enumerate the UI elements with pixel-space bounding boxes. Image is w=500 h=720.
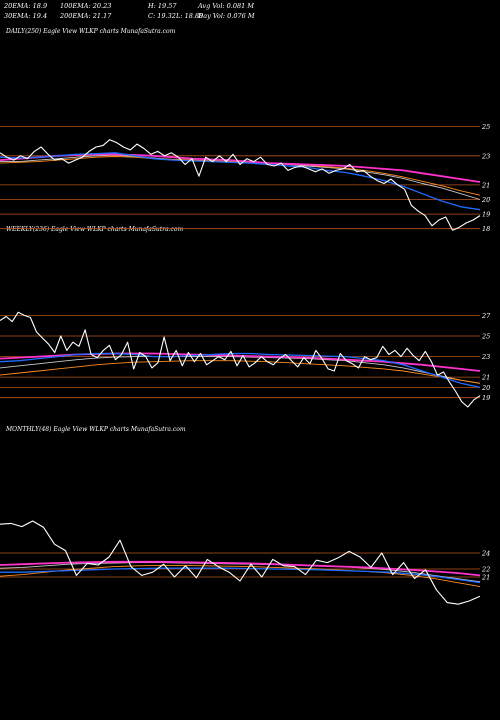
header-high: H: 19.57: [148, 2, 177, 10]
monthly-series-ema-short: [0, 567, 481, 584]
daily-ytick-label: 25: [481, 123, 490, 131]
daily-series-ema-long: [0, 153, 481, 183]
weekly-ytick-label: 25: [481, 333, 490, 341]
daily-series-ema-short: [0, 152, 481, 211]
weekly-series-ema-mid: [0, 356, 481, 384]
daily-ytick-label: 21: [481, 181, 490, 189]
weekly-series-ema-long: [0, 352, 481, 372]
monthly-series-price: [0, 520, 481, 605]
weekly-chart-title: WEEKLY(236) Eagle View WLKP charts Munaf…: [6, 226, 184, 233]
daily-chart-title: DAILY(250) Eagle View WLKP charts Munafa…: [6, 28, 176, 35]
weekly-ytick-label: 19: [482, 394, 490, 402]
daily-ytick-label: 20: [481, 196, 490, 204]
header-ema200: 200EMA: 21.17: [60, 12, 112, 20]
weekly-ytick-label: 20: [481, 384, 490, 392]
daily-ytick-label: 18: [482, 225, 490, 233]
header-low: L: 18.88: [176, 12, 204, 20]
monthly-ytick-label: 24: [481, 550, 490, 558]
header-ema100: 100EMA: 20.23: [60, 2, 112, 10]
header-avg-vol: Avg Vol: 0.081 M: [198, 2, 255, 10]
weekly-series-ema-short: [0, 352, 481, 389]
header-day-vol: Day Vol: 0.076 M: [198, 12, 255, 20]
weekly-series-price: [0, 311, 481, 408]
monthly-series-ema-long: [0, 560, 481, 577]
daily-series-price: [0, 139, 481, 231]
monthly-chart-title: MONTHLY(48) Eagle View WLKP charts Munaf…: [6, 426, 186, 433]
weekly-ytick-label: 27: [481, 312, 491, 320]
weekly-ytick-label: 23: [481, 353, 490, 361]
header-ema30: 30EMA: 19.4: [4, 12, 48, 20]
monthly-ytick-label: 22: [481, 566, 490, 574]
monthly-ytick-label: 21: [481, 574, 490, 582]
header-close: C: 19.32: [148, 12, 176, 20]
header-ema20: 20EMA: 18.9: [4, 2, 48, 10]
daily-ytick-label: 19: [482, 211, 490, 219]
daily-ytick-label: 23: [481, 152, 490, 160]
weekly-ytick-label: 21: [481, 374, 490, 382]
monthly-series-ema-orange: [0, 564, 481, 588]
